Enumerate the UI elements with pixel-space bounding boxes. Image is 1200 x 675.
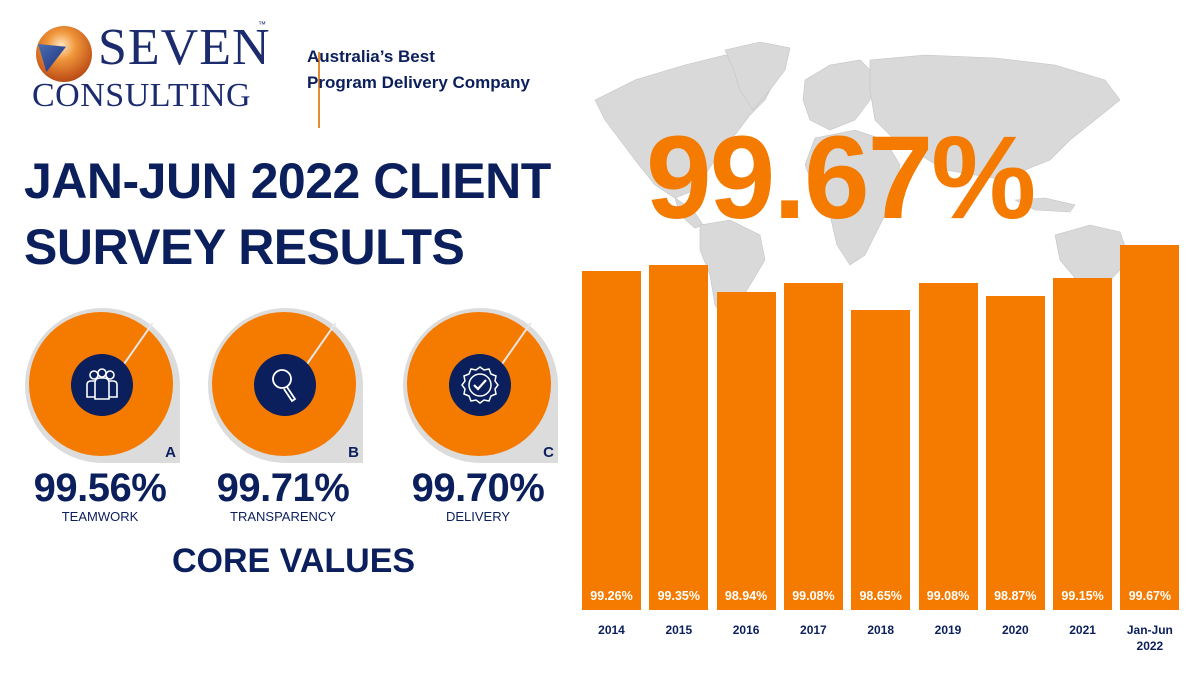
- x-axis-label: Jan-Jun 2022: [1120, 622, 1179, 654]
- teamwork-label: TEAMWORK: [61, 509, 139, 524]
- badge-check-icon: [449, 354, 511, 416]
- core-values-heading: CORE VALUES: [172, 542, 416, 580]
- x-label-line1: 2016: [732, 623, 760, 637]
- bar: 99.67%: [1120, 245, 1180, 610]
- tagline-line2: Program Delivery Company: [307, 73, 530, 92]
- bar: 99.15%: [1053, 278, 1113, 610]
- yearly-results-bar-chart: 99.26% 99.35% 98.94% 99.08% 98.65% 99.08% 98.8…: [582, 230, 1182, 610]
- bar-value-label: 98.87%: [994, 589, 1037, 603]
- bar-value-label: 99.67%: [1128, 589, 1172, 603]
- x-label-line1: 2020: [1001, 623, 1029, 637]
- core-value-teamwork: A 99.56% TEAMWORK: [25, 308, 180, 525]
- transparency-label: TRANSPARENCY: [230, 509, 336, 524]
- page-title: JAN-JUN 2022 CLIENT SURVEY RESULTS: [24, 148, 551, 280]
- delivery-value: 99.70%: [411, 466, 545, 510]
- teamwork-value: 99.56%: [33, 466, 167, 510]
- x-label-line1: 2018: [867, 623, 895, 637]
- bar: 98.94%: [716, 291, 776, 610]
- logo-divider: [318, 52, 320, 128]
- bar: 99.26%: [582, 271, 641, 610]
- logo-wordmark-consulting: CONSULTING: [32, 77, 252, 114]
- x-label-line1: 2015: [665, 623, 693, 637]
- tagline: Australia’s Best Program Delivery Compan…: [307, 44, 530, 96]
- bar: 98.87%: [985, 295, 1045, 610]
- title-line1: JAN-JUN 2022 CLIENT: [24, 153, 551, 209]
- bar-value-label: 99.15%: [1061, 589, 1104, 603]
- delivery-label: DELIVERY: [445, 509, 511, 524]
- x-axis-label: 2016: [717, 622, 776, 638]
- x-label-line2: 2022: [1136, 639, 1164, 653]
- logo-wordmark-seven: SEVEN: [98, 19, 271, 76]
- x-label-line1: 2021: [1069, 623, 1096, 637]
- transparency-value: 99.71%: [216, 466, 350, 510]
- bar: 99.08%: [783, 282, 843, 610]
- donut-chart: A: [25, 308, 180, 463]
- value-letter: A: [165, 444, 176, 461]
- x-axis-label: 2017: [784, 622, 843, 638]
- tagline-line1: Australia’s Best: [307, 47, 435, 66]
- bar-value-label: 99.26%: [590, 589, 633, 603]
- bar: 99.35%: [649, 265, 709, 610]
- donut-chart: B: [208, 308, 363, 463]
- value-letter: B: [348, 444, 359, 461]
- bar: 98.65%: [851, 310, 911, 610]
- x-label-line1: 2014: [598, 623, 625, 637]
- x-axis-label: 2020: [986, 622, 1045, 638]
- headline-figure: 99.67%: [646, 112, 1036, 244]
- core-value-delivery: C 99.70% DELIVERY: [403, 308, 558, 525]
- world-map-background: [594, 41, 1131, 320]
- core-value-transparency: B 99.71% TRANSPARENCY: [208, 308, 363, 525]
- x-axis-label: 2018: [851, 622, 910, 638]
- donut-chart: C: [403, 308, 558, 463]
- x-axis-label: 2021: [1053, 622, 1112, 638]
- bar-value-label: 98.94%: [724, 589, 768, 603]
- team-icon: [71, 354, 133, 416]
- x-label-line1: 2019: [934, 623, 962, 637]
- seven-consulting-logo: SEVEN ™ CONSULTING: [30, 19, 320, 128]
- bar: 99.08%: [918, 282, 978, 610]
- title-line2: SURVEY RESULTS: [24, 219, 465, 275]
- x-axis-label: 2019: [919, 622, 978, 638]
- magnifier-icon: [254, 354, 316, 416]
- bar-value-label: 99.35%: [657, 589, 700, 603]
- bar-value-label: 99.08%: [926, 589, 970, 603]
- x-label-line1: 2017: [800, 623, 827, 637]
- bar-value-label: 99.08%: [792, 589, 835, 603]
- x-label-line1: Jan-Jun: [1126, 623, 1173, 637]
- trademark-symbol: ™: [258, 20, 266, 29]
- x-axis-label: 2015: [649, 622, 708, 638]
- bar-value-label: 98.65%: [859, 589, 902, 603]
- x-axis-label: 2014: [582, 622, 641, 638]
- value-letter: C: [543, 444, 554, 461]
